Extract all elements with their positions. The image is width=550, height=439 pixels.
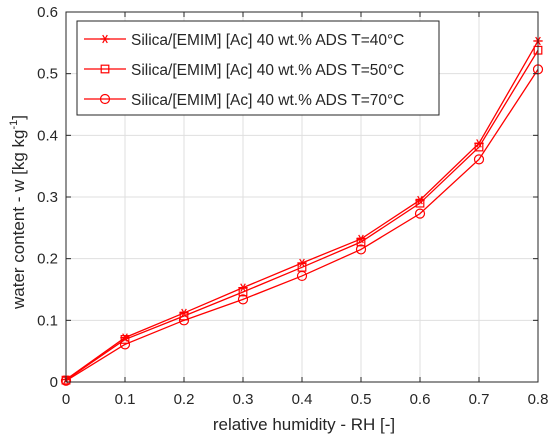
x-tick-label: 0.1 bbox=[115, 391, 136, 408]
x-tick-label: 0.6 bbox=[410, 391, 431, 408]
y-tick-label: 0.4 bbox=[37, 127, 58, 144]
legend-label: Silica/[EMIM] [Ac] 40 wt.% ADS T=50°C bbox=[131, 62, 404, 79]
legend-box bbox=[76, 20, 440, 116]
data-point bbox=[120, 335, 130, 344]
x-tick-label: 0.5 bbox=[351, 391, 372, 408]
data-point bbox=[356, 237, 366, 247]
y-axis-label-main: water content - w [kg kg bbox=[9, 129, 28, 310]
x-tick-label: 0.2 bbox=[174, 391, 195, 408]
x-tick-label: 0.8 bbox=[528, 391, 549, 408]
data-point bbox=[474, 142, 484, 152]
legend-item: Silica/[EMIM] [Ac] 40 wt.% ADS T=40°C bbox=[84, 32, 404, 49]
axis-ticks: 0 0.1 0.2 0.3 0.4 0.5 0.6 0.7 0.8 0 0.1 0.2 0.3 0.4 0.… bbox=[37, 4, 548, 408]
data-point bbox=[119, 339, 131, 350]
y-tick-label: 0.1 bbox=[37, 312, 58, 329]
x-axis-label: relative humidity - RH [-] bbox=[213, 415, 395, 434]
legend-item: Silica/[EMIM] [Ac] 40 wt.% ADS T=70°C bbox=[84, 92, 404, 109]
y-tick-label: 0 bbox=[50, 374, 58, 391]
y-tick-label: 0.2 bbox=[37, 251, 58, 268]
legend-marker bbox=[100, 34, 110, 44]
data-point bbox=[355, 244, 367, 255]
x-tick-label: 0.3 bbox=[233, 391, 254, 408]
y-axis-label-end: ] bbox=[9, 115, 28, 120]
data-point bbox=[178, 315, 190, 326]
x-tick-label: 0.7 bbox=[469, 391, 490, 408]
y-tick-label: 0.3 bbox=[37, 189, 58, 206]
x-tick-label: 0.4 bbox=[292, 391, 313, 408]
legend-label: Silica/[EMIM] [Ac] 40 wt.% ADS T=70°C bbox=[131, 92, 404, 109]
data-point bbox=[414, 208, 426, 219]
series-layer bbox=[60, 36, 544, 386]
data-point bbox=[238, 287, 248, 297]
legend-marker bbox=[100, 64, 110, 74]
legend-marker bbox=[99, 93, 111, 105]
data-point bbox=[296, 270, 308, 282]
data-point bbox=[415, 198, 425, 208]
legend-label: Silica/[EMIM] [Ac] 40 wt.% ADS T=40°C bbox=[131, 32, 404, 49]
legend-item: Silica/[EMIM] [Ac] 40 wt.% ADS T=50°C bbox=[84, 62, 404, 79]
y-tick-label: 0.6 bbox=[37, 4, 58, 21]
y-axis-label: water content - w [kg kg-1] bbox=[8, 115, 28, 310]
x-tick-label: 0 bbox=[62, 391, 70, 408]
data-point bbox=[473, 154, 485, 165]
legend: Silica/[EMIM] [Ac] 40 wt.% ADS T=40°C Sil… bbox=[76, 20, 440, 116]
y-axis-label-exponent: -1 bbox=[8, 120, 20, 130]
data-point bbox=[237, 294, 249, 305]
y-tick-label: 0.5 bbox=[37, 66, 58, 83]
series-circle bbox=[60, 64, 544, 386]
series-line bbox=[65, 49, 539, 381]
series-line bbox=[65, 68, 539, 382]
